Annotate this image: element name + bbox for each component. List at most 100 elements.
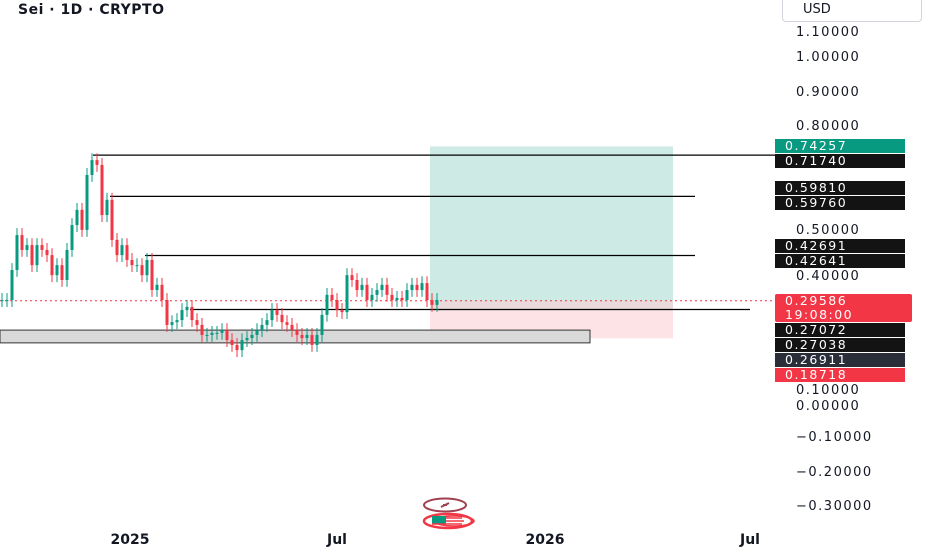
candle-body: [330, 294, 334, 301]
candle-body: [185, 306, 189, 311]
candle-body: [280, 314, 284, 323]
candle-body: [430, 300, 434, 305]
candle-body: [325, 294, 329, 315]
candle-body: [75, 209, 79, 226]
candle-body: [165, 300, 169, 325]
candle-body: [275, 310, 279, 315]
currency-selector[interactable]: USD: [782, 0, 922, 22]
symbol-title[interactable]: Sei · 1D · CRYPTO: [18, 2, 165, 18]
candle-body: [300, 334, 304, 339]
price-label: 0.59760: [775, 196, 905, 211]
price-label: 0.18718: [775, 367, 905, 382]
candle-body: [270, 310, 274, 321]
candle-body: [35, 245, 39, 266]
candle-body: [410, 284, 414, 291]
candle-body: [40, 245, 44, 250]
candle-body: [215, 332, 219, 334]
price-tick: −0.10000: [796, 430, 873, 446]
price-label: 0.42691: [775, 238, 905, 253]
price-tick: 0.10000: [796, 382, 861, 398]
price-tick: 0.00000: [796, 398, 861, 414]
candle-body: [155, 284, 159, 291]
candle-body: [415, 284, 419, 291]
candle-body: [435, 300, 439, 305]
candle-body: [340, 310, 344, 313]
candle-body: [125, 245, 129, 260]
candle-body: [385, 284, 389, 295]
candle-body: [70, 225, 74, 250]
candle-body: [100, 164, 104, 216]
candle-body: [85, 174, 89, 230]
candle-body: [135, 265, 139, 267]
candle-body: [180, 310, 184, 321]
candle-body: [195, 320, 199, 325]
price-label: 0.59810: [775, 181, 905, 196]
candle-body: [250, 334, 254, 339]
candle-body: [200, 324, 204, 335]
current-price-label: 0.29586 19:08:00: [775, 293, 912, 322]
candle-body: [15, 235, 19, 270]
candle-body: [220, 330, 224, 333]
candle-body: [190, 306, 194, 321]
candle-body: [405, 290, 409, 301]
candle-body: [315, 334, 319, 345]
candle-body: [210, 332, 214, 335]
price-label: 0.71740: [775, 154, 905, 169]
candle-body: [145, 259, 149, 276]
candle-body: [240, 340, 244, 351]
price-tick: 1.00000: [796, 50, 861, 65]
price-label: 0.27072: [775, 322, 905, 337]
price-tick: 1.10000: [796, 25, 861, 40]
price-tick: 0.40000: [796, 268, 861, 284]
candle-body: [5, 300, 9, 302]
candle-body: [10, 269, 14, 301]
time-tick: Jul: [740, 532, 760, 548]
price-tick: 0.50000: [796, 222, 861, 238]
time-tick: 2026: [525, 532, 565, 548]
support-zone: [0, 329, 591, 344]
candle-body: [160, 284, 164, 301]
candle-body: [370, 294, 374, 301]
candle-body: [110, 199, 114, 240]
candle-body: [400, 297, 404, 301]
candle-body: [140, 265, 144, 276]
candle-body: [230, 340, 234, 345]
candle-body: [115, 239, 119, 256]
candle-body: [245, 338, 249, 341]
price-label: 0.26911: [775, 352, 905, 367]
candle-body: [30, 245, 34, 266]
candle-body: [175, 320, 179, 323]
candle-body: [90, 160, 94, 175]
candle-body: [95, 160, 99, 165]
candle-body: [170, 322, 174, 325]
candle-body: [360, 284, 364, 291]
candle-body: [335, 300, 339, 311]
candle-body: [380, 284, 384, 291]
flag-icon[interactable]: [422, 512, 478, 534]
price-tick: −0.30000: [796, 499, 873, 515]
time-tick: Jul: [327, 532, 347, 548]
target-zone: [430, 146, 673, 301]
candle-body: [45, 249, 49, 256]
price-label: 0.74257: [775, 139, 905, 154]
candle-body: [305, 334, 309, 339]
candle-body: [260, 324, 264, 331]
candle-body: [285, 322, 289, 325]
price-tick: −0.20000: [796, 464, 873, 480]
time-tick: 2025: [110, 532, 150, 548]
candle-body: [350, 275, 354, 281]
price-tick: 0.90000: [796, 84, 861, 100]
candle-body: [255, 330, 259, 335]
candle-body: [365, 284, 369, 301]
price-label: 0.42641: [775, 253, 905, 268]
candle-body: [395, 297, 399, 301]
candle-body: [130, 259, 134, 266]
candle-body: [65, 249, 69, 281]
candle-body: [20, 235, 24, 250]
candle-body: [225, 330, 229, 341]
lightning-icon[interactable]: [422, 497, 468, 517]
candle-body: [265, 320, 269, 325]
candle-body: [50, 255, 54, 276]
candle-body: [120, 245, 124, 256]
